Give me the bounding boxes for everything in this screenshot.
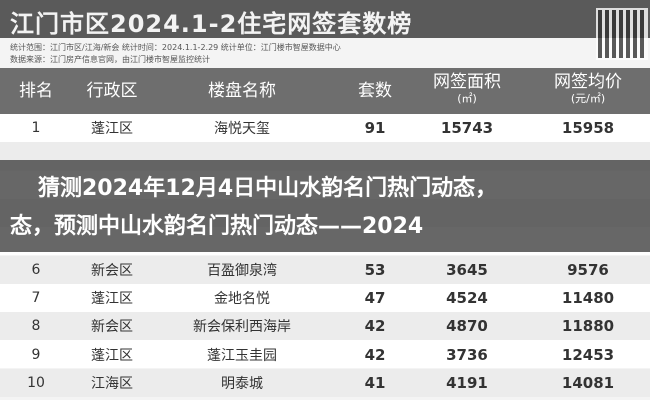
- table-row: [0, 368, 650, 397]
- table-cell: 11880: [561, 317, 615, 336]
- table-cell: 9576: [567, 260, 609, 279]
- rank-cell: 1: [31, 120, 41, 137]
- column-header: 行政区: [87, 81, 138, 101]
- table-cell: 百盈御泉湾: [207, 262, 277, 279]
- column-label: 网签面积: [433, 72, 501, 92]
- table-cell: 江海区: [91, 375, 133, 392]
- column-unit: (元/㎡): [570, 92, 606, 105]
- table-cell: 新会区: [91, 262, 133, 279]
- table-cell: 41: [364, 373, 386, 392]
- table-cell: 91: [364, 119, 386, 138]
- table-cell: 42: [364, 317, 386, 336]
- table-cell: 11480: [561, 288, 615, 307]
- overlay-text: 猜测2024年12月4日中山水韵名门热门动态，: [38, 176, 498, 201]
- rank-cell: 10: [27, 374, 45, 391]
- table-cell: 3736: [446, 345, 488, 364]
- column-label: 网签均价: [554, 72, 622, 92]
- subtitle: 数据来源：江门房产信息官网，由江门楼市智屋监控统计: [10, 55, 210, 64]
- table-cell: 新会区: [91, 319, 133, 336]
- table-cell: 15743: [440, 119, 494, 138]
- table-cell: 4524: [446, 288, 488, 307]
- table-cell: 3645: [446, 260, 488, 279]
- table-cell: 4870: [446, 317, 488, 336]
- overlay-text: 态，预测中山水韵名门热门动态——2024: [10, 214, 424, 239]
- column-header: 排名: [19, 81, 53, 101]
- column-label: 楼盘名称: [208, 81, 276, 101]
- subtitle: 统计范围：江门市区/江海/新会 统计时间：2024.1.1-2.29 统计单位：…: [10, 43, 341, 52]
- table-cell: 15958: [561, 119, 615, 138]
- table-cell: 新会保利西海岸: [193, 319, 291, 336]
- table-cell: 蓬江玉圭园: [207, 347, 277, 364]
- table-cell: 蓬江区: [91, 290, 133, 307]
- column-label: 行政区: [86, 81, 138, 101]
- table-cell: 53: [364, 260, 386, 279]
- column-header: 网签面积 (㎡): [433, 72, 501, 105]
- table-cell: 42: [364, 345, 386, 364]
- table-row: [0, 312, 650, 341]
- column-header: 网签均价 (元/㎡): [554, 72, 622, 105]
- overlay-banner: [0, 160, 650, 252]
- table-cell: 明泰城: [221, 375, 263, 392]
- rank-cell: 8: [31, 318, 41, 335]
- column-label: 套数: [358, 81, 392, 101]
- table-row: [0, 114, 650, 142]
- table-cell: 蓬江区: [91, 121, 133, 138]
- table-cell: 金地名悦: [214, 290, 270, 307]
- column-header: 套数: [358, 81, 392, 101]
- table-row: [0, 340, 650, 369]
- title: 江门市区2024.1-2住宅网签套数榜: [10, 10, 413, 38]
- column-header: 楼盘名称: [208, 81, 276, 101]
- table-cell: 14081: [561, 373, 615, 392]
- table-header: 排名 行政区 楼盘名称 套数 网签面积 (㎡) 网签均价 (元/㎡): [0, 68, 650, 114]
- rank-cell: 9: [31, 346, 41, 363]
- column-unit: (㎡): [457, 92, 477, 105]
- rank-cell: 7: [31, 289, 41, 306]
- column-label: 排名: [19, 81, 53, 101]
- table-cell: 47: [364, 288, 386, 307]
- table-row: [0, 255, 650, 284]
- rank-cell: 6: [31, 261, 41, 278]
- table-cell: 海悦天玺: [214, 121, 270, 138]
- qr-code: [596, 8, 648, 60]
- table-cell: 12453: [561, 345, 615, 364]
- title-bar: [0, 0, 650, 38]
- table-cell: 蓬江区: [91, 347, 133, 364]
- table-row: [0, 283, 650, 312]
- table-cell: 4191: [446, 373, 488, 392]
